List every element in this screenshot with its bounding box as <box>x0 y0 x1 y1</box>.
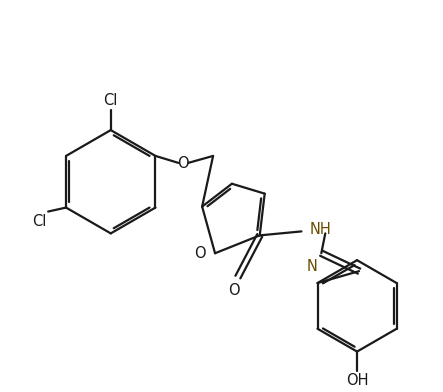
Text: Cl: Cl <box>32 214 46 229</box>
Text: Cl: Cl <box>104 93 118 108</box>
Text: O: O <box>178 156 189 171</box>
Text: O: O <box>194 246 206 261</box>
Text: N: N <box>307 259 317 274</box>
Text: O: O <box>228 283 240 298</box>
Text: OH: OH <box>346 374 368 388</box>
Text: NH: NH <box>309 222 331 237</box>
